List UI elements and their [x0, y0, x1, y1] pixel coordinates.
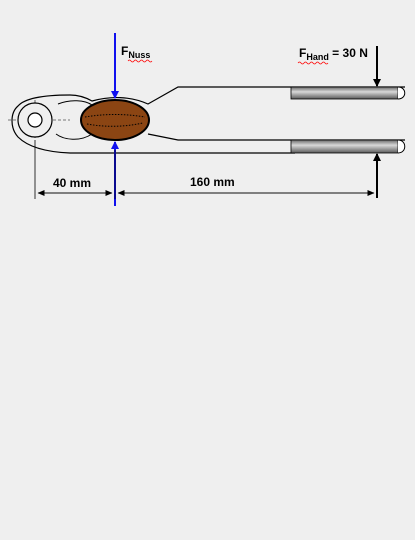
- nut-seam-bottom: [86, 122, 144, 127]
- nut-seam-top: [84, 114, 146, 118]
- nutcracker-body: [11, 86, 405, 154]
- spellcheck-underline-nuss: [127, 59, 153, 63]
- lower-grip: [290, 139, 399, 154]
- spellcheck-underline-hand: [297, 61, 329, 65]
- pivot-hinge-inner: [27, 112, 43, 128]
- force-nut-label: FNuss: [121, 44, 150, 60]
- dimension-left-label: 40 mm: [53, 176, 91, 190]
- upper-grip-end: [397, 86, 406, 100]
- nut: [80, 99, 150, 141]
- dimension-lines: [34, 140, 375, 199]
- upper-grip: [290, 86, 399, 100]
- force-hand-label: FHand = 30 N: [299, 46, 368, 62]
- lower-jaw-edge: [147, 133, 405, 141]
- dimension-right-label: 160 mm: [190, 175, 235, 189]
- lower-grip-end: [397, 139, 406, 154]
